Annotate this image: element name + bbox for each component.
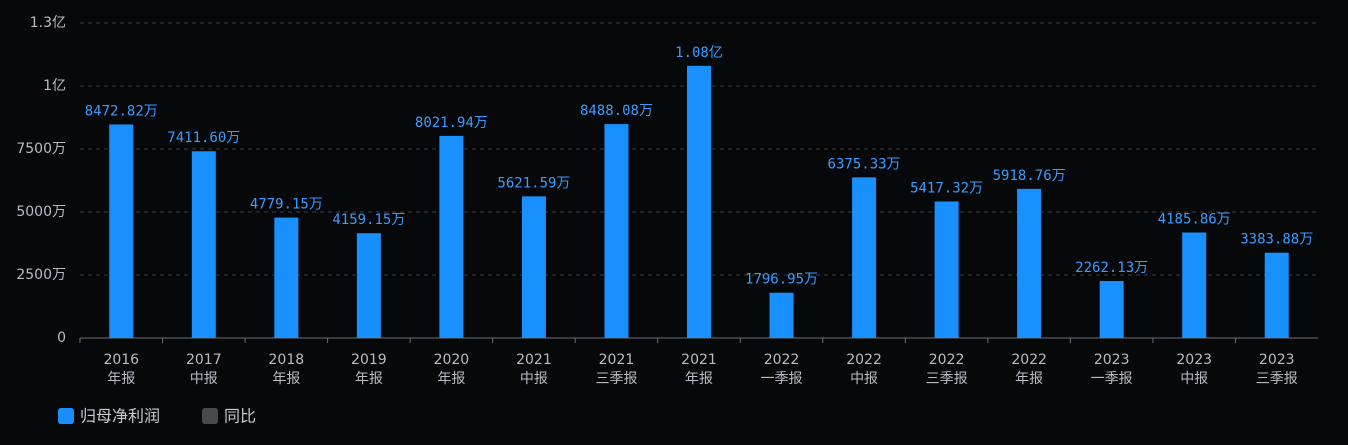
x-tick-label: 三季报 xyxy=(1256,371,1298,387)
bar xyxy=(1099,280,1124,338)
bar xyxy=(1017,188,1042,338)
x-tick-label: 2022 xyxy=(929,352,965,368)
bar xyxy=(852,177,877,338)
value-label: 8488.08万 xyxy=(580,103,653,119)
x-tick-label: 三季报 xyxy=(595,371,637,387)
y-tick-label: 1亿 xyxy=(43,78,66,94)
value-label: 6375.33万 xyxy=(828,156,901,172)
value-label: 1796.95万 xyxy=(745,272,818,288)
value-label: 2262.13万 xyxy=(1075,260,1148,276)
bar xyxy=(439,135,464,338)
legend-label: 同比 xyxy=(224,407,256,426)
x-tick-label: 2023 xyxy=(1094,352,1130,368)
x-tick-label: 中报 xyxy=(1180,371,1208,387)
legend-label: 归母净利润 xyxy=(80,407,160,426)
x-tick-label: 年报 xyxy=(437,371,465,387)
x-tick-label: 2018 xyxy=(269,352,305,368)
x-tick-label: 2021 xyxy=(516,352,552,368)
value-label: 8021.94万 xyxy=(415,115,488,131)
bar xyxy=(687,65,711,338)
x-tick-label: 2022 xyxy=(846,352,882,368)
x-tick-label: 中报 xyxy=(520,371,548,387)
bar xyxy=(604,124,629,338)
x-tick-label: 2016 xyxy=(103,352,139,368)
bar xyxy=(191,151,216,338)
value-label: 8472.82万 xyxy=(85,103,158,119)
x-tick-label: 年报 xyxy=(355,371,383,387)
value-label: 5621.59万 xyxy=(497,175,570,191)
value-label: 7411.60万 xyxy=(167,130,240,146)
value-label: 3383.88万 xyxy=(1240,232,1313,248)
x-tick-label: 2017 xyxy=(186,352,222,368)
x-tick-label: 年报 xyxy=(685,371,713,387)
bar xyxy=(274,217,299,338)
bar xyxy=(356,233,381,338)
x-tick-label: 年报 xyxy=(1015,371,1043,387)
x-tick-label: 年报 xyxy=(272,371,300,387)
y-tick-label: 2500万 xyxy=(16,267,66,283)
bar xyxy=(109,124,134,338)
y-tick-label: 5000万 xyxy=(16,204,66,220)
x-tick-label: 中报 xyxy=(190,371,218,387)
x-tick-label: 2023 xyxy=(1259,352,1295,368)
x-tick-label: 中报 xyxy=(850,371,878,387)
bar xyxy=(769,292,794,338)
bar xyxy=(521,196,546,338)
bar xyxy=(1182,232,1207,338)
value-label: 5417.32万 xyxy=(910,180,983,196)
bar xyxy=(1264,252,1289,338)
x-tick-label: 一季报 xyxy=(761,371,803,387)
x-tick-label: 2022 xyxy=(1011,352,1047,368)
x-tick-label: 2019 xyxy=(351,352,387,368)
x-tick-label: 三季报 xyxy=(926,371,968,387)
x-tick-label: 年报 xyxy=(107,371,135,387)
value-label: 1.08亿 xyxy=(675,45,723,61)
value-label: 5918.76万 xyxy=(993,168,1066,184)
x-tick-label: 一季报 xyxy=(1091,371,1133,387)
value-label: 4159.15万 xyxy=(332,212,405,228)
x-tick-label: 2023 xyxy=(1176,352,1212,368)
y-tick-label: 7500万 xyxy=(16,141,66,157)
legend-swatch xyxy=(58,408,74,424)
y-tick-label: 1.3亿 xyxy=(30,15,66,31)
x-tick-label: 2022 xyxy=(764,352,800,368)
x-tick-label: 2021 xyxy=(599,352,635,368)
bar xyxy=(934,201,959,338)
y-tick-label: 0 xyxy=(57,330,66,346)
legend-swatch xyxy=(202,408,219,424)
x-tick-label: 2020 xyxy=(434,352,470,368)
value-label: 4779.15万 xyxy=(250,197,323,213)
x-tick-label: 2021 xyxy=(681,352,717,368)
value-label: 4185.86万 xyxy=(1158,212,1231,228)
